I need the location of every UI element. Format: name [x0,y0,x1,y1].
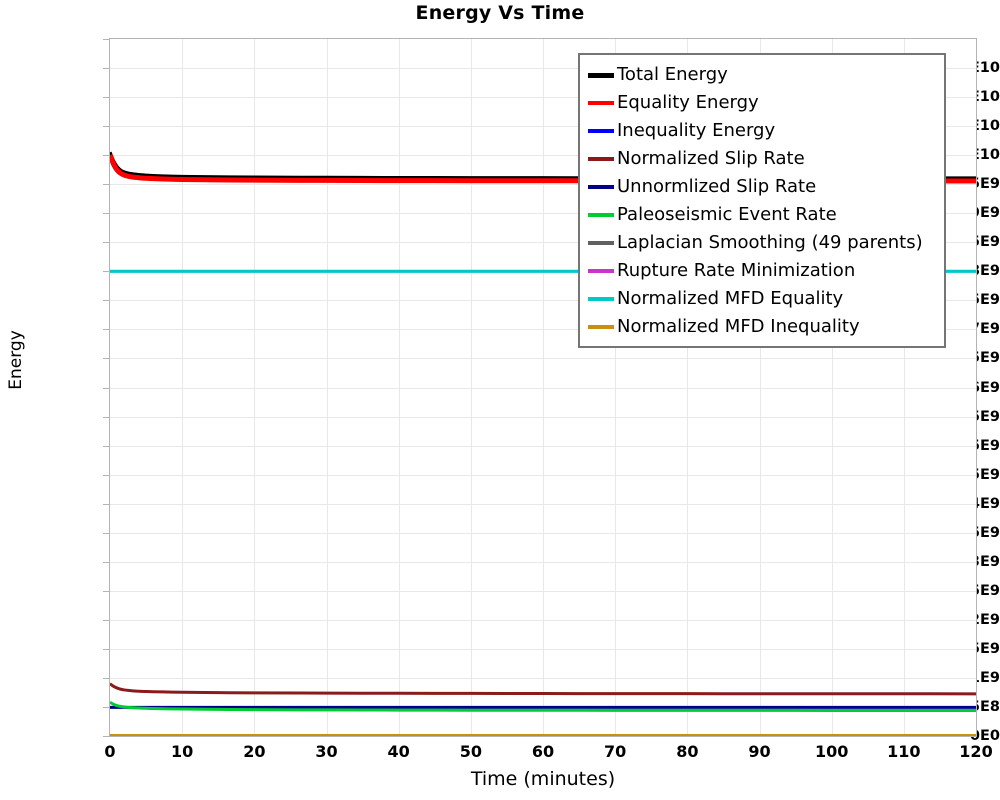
legend-item-label: Equality Energy [617,92,759,113]
y-axis-title: Energy [6,330,26,390]
y-tick-mark [103,619,109,621]
legend-item[interactable]: Unnormlized Slip Rate [588,173,938,201]
legend-item[interactable]: Normalized Slip Rate [588,145,938,173]
legend-color-swatch [588,325,614,329]
gridline-vertical [832,39,833,736]
gridline-vertical [615,39,616,736]
y-tick-mark [103,155,109,157]
legend-item[interactable]: Normalized MFD Equality [588,285,938,313]
legend-item-label: Laplacian Smoothing (49 parents) [617,232,923,253]
x-tick-label: 30 [315,742,338,761]
chart-title: Energy Vs Time [415,2,585,24]
y-tick-mark [103,39,109,40]
x-tick-label: 40 [387,742,410,761]
y-tick-mark [103,300,109,302]
legend-color-swatch [588,297,614,301]
x-axis-title: Time (minutes) [470,768,616,790]
x-tick-label: 90 [748,742,771,761]
chart-legend: Total Energy Equality Energy Inequality En… [578,53,946,348]
legend-color-swatch [588,157,614,161]
legend-item[interactable]: Equality Energy [588,89,938,117]
x-tick-label: 120 [959,742,993,761]
y-tick-mark [103,590,109,592]
series-line [110,682,976,696]
y-tick-mark [103,184,109,186]
legend-color-swatch [588,101,614,105]
legend-item[interactable]: Paleoseismic Event Rate [588,201,938,229]
legend-item-label: Total Energy [617,64,728,85]
y-tick-mark [103,561,109,563]
gridline-vertical [182,39,183,736]
x-tick-label: 70 [604,742,627,761]
y-tick-mark [103,445,109,447]
y-tick-label: 4E9 [969,495,1000,512]
legend-item[interactable]: Normalized MFD Inequality [588,313,938,341]
legend-item-label: Unnormlized Slip Rate [617,176,817,197]
legend-color-swatch [588,72,614,78]
y-tick-label: 2E9 [969,611,1000,628]
legend-item[interactable]: Rupture Rate Minimization [588,257,938,285]
gridline-vertical [543,39,544,736]
y-tick-mark [103,97,109,99]
y-tick-mark [103,503,109,505]
gridline-vertical [327,39,328,736]
y-tick-label: 9E9 [969,205,1000,222]
y-tick-label: 3E9 [969,553,1000,570]
legend-item[interactable]: Laplacian Smoothing (49 parents) [588,229,938,257]
x-tick-label: 110 [887,742,921,761]
x-tick-label: 20 [243,742,266,761]
series-line [110,701,976,712]
y-tick-label: 0E0 [969,728,1000,744]
legend-color-swatch [588,241,614,245]
y-tick-mark [103,736,109,737]
y-tick-mark [103,416,109,418]
y-tick-mark [103,68,109,70]
legend-item-label: Normalized Slip Rate [617,148,805,169]
x-tick-label: 100 [814,742,849,761]
legend-color-swatch [588,269,614,273]
legend-color-swatch [588,185,614,189]
legend-item-label: Normalized MFD Inequality [617,316,860,337]
y-tick-mark [103,387,109,389]
y-tick-mark [103,126,109,128]
x-tick-label: 0 [104,742,116,761]
legend-color-swatch [588,213,614,217]
y-tick-mark [103,532,109,534]
y-tick-label: 5E9 [969,437,1000,454]
y-tick-mark [103,474,109,476]
legend-item[interactable]: Total Energy [588,61,938,89]
y-tick-mark [103,213,109,215]
y-tick-mark [103,706,109,708]
legend-color-swatch [588,129,614,133]
y-tick-mark [103,242,109,244]
legend-item-label: Paleoseismic Event Rate [617,204,837,225]
gridline-vertical [254,39,255,736]
y-tick-label: 7E9 [969,321,1000,338]
y-tick-label: 6E9 [969,379,1000,396]
x-tick-label: 50 [459,742,482,761]
x-tick-label: 80 [676,742,699,761]
gridline-vertical [471,39,472,736]
x-tick-label: 60 [531,742,555,761]
y-tick-mark [103,271,109,273]
y-tick-label: 5E8 [969,698,1000,715]
legend-item[interactable]: Inequality Energy [588,117,938,145]
gridline-vertical [760,39,761,736]
legend-item-label: Rupture Rate Minimization [617,260,856,281]
gridline-vertical [687,39,688,736]
x-tick-label: 10 [171,742,194,761]
y-tick-mark [103,358,109,360]
legend-item-label: Inequality Energy [617,120,776,141]
y-tick-mark [103,648,109,650]
y-tick-label: 8E9 [969,263,1000,280]
gridline-vertical [399,39,400,736]
y-tick-mark [103,677,109,679]
legend-item-label: Normalized MFD Equality [617,288,844,309]
gridline-vertical [904,39,905,736]
y-tick-label: 1E9 [969,669,1000,686]
y-tick-mark [103,329,109,331]
